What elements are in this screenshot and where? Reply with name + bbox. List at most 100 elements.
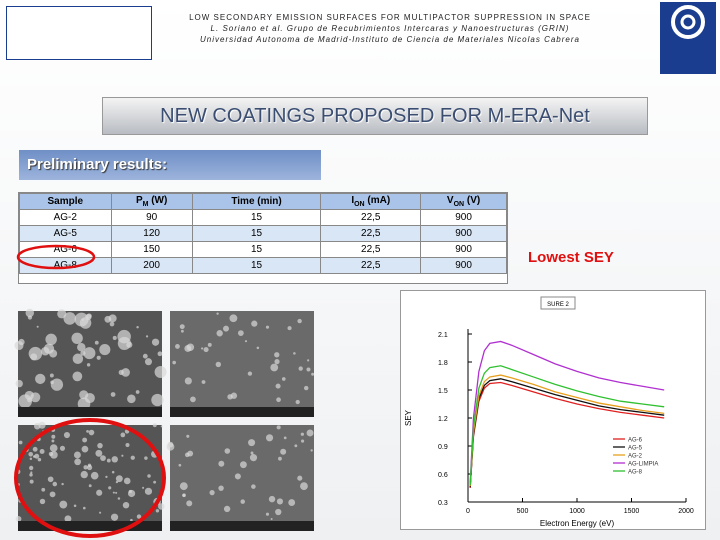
header-sub: ON <box>453 201 465 208</box>
legend-label: AG-5 <box>628 446 643 452</box>
sem-grain <box>88 429 95 436</box>
sem-grain <box>306 429 314 437</box>
table-row: AG-2 90 15 22,5 900 <box>19 209 507 226</box>
header-cell: ION (mA) <box>320 193 422 210</box>
sem-grain <box>108 486 112 490</box>
sem-grain <box>151 393 164 407</box>
sem-grain <box>30 353 38 361</box>
sem-grain <box>144 456 148 460</box>
sem-grain <box>111 470 115 474</box>
header-sub: M <box>142 201 149 208</box>
sem-grain <box>180 329 184 333</box>
sem-grain <box>74 458 82 466</box>
sem-grain <box>34 453 40 459</box>
sem-grain <box>14 341 24 351</box>
sem-grain <box>77 397 91 411</box>
y-tick-label: 0.3 <box>438 500 448 507</box>
sem-grain <box>151 338 160 346</box>
sem-grain <box>209 490 215 496</box>
sem-grain <box>90 471 99 480</box>
sey-chart: SURE 2 0.3 0.6 0.9 1.2 1.5 1.8 2.1 0 500 1000 1500 2… <box>400 290 706 530</box>
sem-caption <box>170 407 314 417</box>
series-line <box>469 340 665 484</box>
sem-grain <box>215 361 222 368</box>
sem-grain <box>270 363 279 372</box>
sem-grain <box>274 352 280 358</box>
series-line <box>469 374 665 487</box>
highlight-ellipse <box>14 418 166 538</box>
sem-caption <box>18 407 162 417</box>
sem-grain <box>122 501 130 509</box>
sem-grain <box>29 473 33 477</box>
sem-grain <box>121 454 124 457</box>
sem-grain <box>179 482 188 491</box>
table-cell: 22,5 <box>320 225 422 242</box>
sem-grain <box>276 498 284 505</box>
y-tick-label: 1.8 <box>438 360 448 367</box>
sem-grain <box>52 481 58 487</box>
sem-grain <box>276 397 281 403</box>
header-line: L. Soriano et al. Grupo de Recubrimiento… <box>210 24 570 33</box>
sem-grain <box>47 476 54 483</box>
table-cell: 22,5 <box>320 257 422 274</box>
y-tick-label: 0.6 <box>438 472 448 479</box>
sem-grain <box>50 378 64 391</box>
header-line: Universidad Autonoma de Madrid-Instituto… <box>200 35 580 44</box>
sem-grain <box>35 373 46 385</box>
header-sub: ON <box>354 201 365 208</box>
sem-grain <box>95 449 103 457</box>
sem-grain <box>77 342 86 352</box>
sem-grain <box>51 439 55 443</box>
sem-grain <box>280 448 287 455</box>
sem-grain <box>115 491 118 494</box>
x-tick-label: 1500 <box>624 508 640 515</box>
header-unit: (V) <box>464 195 481 206</box>
sem-grain <box>249 454 258 462</box>
sem-grain <box>110 513 119 521</box>
sem-grain <box>49 491 56 498</box>
sem-grain <box>112 491 115 494</box>
sem-image <box>170 425 314 531</box>
table-row: AG-6 150 15 22,5 900 <box>19 241 507 258</box>
sem-grain <box>288 499 296 506</box>
sem-grain <box>130 455 135 460</box>
x-tick-label: 2000 <box>678 508 694 515</box>
sem-grain <box>182 493 186 498</box>
header-unit: (W) <box>148 195 168 206</box>
header: LOW SECONDARY EMISSION SURFACES FOR MULT… <box>160 12 620 45</box>
sem-grain <box>15 516 22 522</box>
sem-grain <box>203 347 209 353</box>
sem-grain <box>80 470 88 479</box>
table-header-row: Sample PM (W) Time (min) ION (mA) VON (V) <box>19 193 507 210</box>
y-axis-label: SEY <box>404 409 413 426</box>
sem-grain <box>71 332 83 344</box>
sem-grain <box>294 444 298 448</box>
table-row: AG-5 120 15 22,5 900 <box>19 225 507 242</box>
header-text: V <box>446 195 454 206</box>
sem-grain <box>283 436 287 440</box>
sem-grain <box>80 350 86 356</box>
sem-grain <box>216 330 223 337</box>
sem-grain <box>51 434 56 439</box>
sem-grain <box>43 343 55 354</box>
sem-grain <box>144 487 153 495</box>
section-label: Preliminary results: <box>19 150 321 180</box>
sem-grain <box>268 495 276 503</box>
sem-grain <box>155 509 160 513</box>
sem-grain <box>293 352 296 355</box>
sem-grain <box>166 442 175 451</box>
sem-grain <box>125 443 130 448</box>
sem-grain <box>240 461 247 469</box>
sem-grain <box>297 475 303 481</box>
sem-grain <box>187 450 194 457</box>
sem-grain <box>152 423 157 428</box>
sem-grain <box>127 394 136 404</box>
sem-grain <box>29 465 34 471</box>
sem-grain <box>153 480 157 484</box>
sem-grain <box>281 377 286 381</box>
sem-grain <box>274 359 280 365</box>
header-cell: VON (V) <box>420 193 507 210</box>
sem-grain <box>59 445 66 451</box>
sem-grain <box>300 482 308 491</box>
